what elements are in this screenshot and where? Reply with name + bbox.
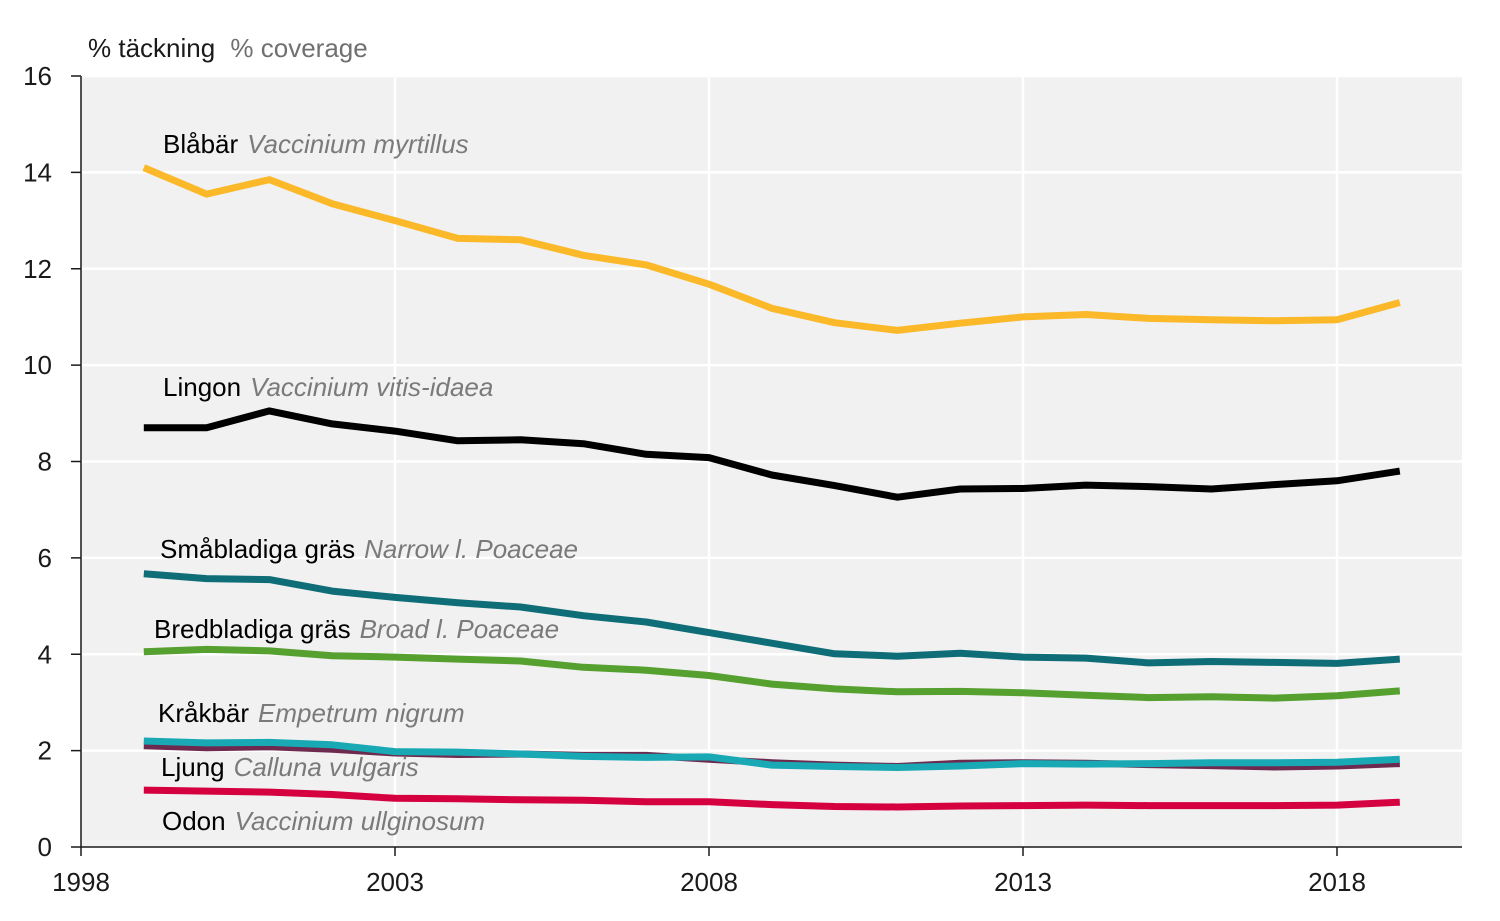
y-tick-label: 4: [38, 639, 52, 669]
series-line-odon: [143, 786, 1400, 811]
y-tick-label: 8: [38, 447, 52, 477]
series-line-bl-b-r: [142, 164, 1401, 334]
y-tick-label: 0: [38, 832, 52, 862]
gridlines: [81, 74, 1462, 847]
series-line-lingon: [143, 407, 1401, 501]
series-name: Bredbladiga gräs: [154, 614, 351, 644]
y-axis-title-sv: % täckning: [88, 33, 215, 63]
series-latin-name: Vaccinium vitis-idaea: [250, 372, 493, 402]
series-label-bredbladiga-gr-s: Bredbladiga gräs Broad l. Poaceae: [154, 614, 559, 644]
x-tick-label: 2018: [1308, 867, 1366, 897]
series-lines: [142, 164, 1401, 811]
x-tick-label: 2008: [680, 867, 738, 897]
series-line-bredbladiga-gr-s: [143, 645, 1401, 702]
series-label-sm-bladiga-gr-s: Småbladiga gräs Narrow l. Poaceae: [160, 534, 578, 564]
series-line-kr-kb-r: [143, 737, 1400, 771]
y-axis-title: % täckning % coverage: [88, 33, 368, 63]
y-tick-label: 16: [23, 61, 52, 91]
series-latin-name: Broad l. Poaceae: [360, 614, 559, 644]
y-tick-label: 12: [23, 254, 52, 284]
series-latin-name: Calluna vulgaris: [234, 752, 419, 782]
series-latin-name: Narrow l. Poaceae: [364, 534, 578, 564]
series-name: Ljung: [161, 752, 225, 782]
y-tick-label: 10: [23, 350, 52, 380]
series-name: Småbladiga gräs: [160, 534, 355, 564]
series-labels: Blåbär Vaccinium myrtillus Lingon Vaccinium…: [154, 129, 578, 836]
series-label-bl-b-r: Blåbär Vaccinium myrtillus: [163, 129, 469, 159]
x-tick-label: 1998: [52, 867, 110, 897]
series-latin-name: Vaccinium myrtillus: [247, 129, 469, 159]
series-latin-name: Empetrum nigrum: [258, 698, 465, 728]
tick-labels: 0 2 4 6 8 10 12 14 16 1998 2003 2008 2013 2018: [23, 61, 1366, 897]
y-tick-label: 14: [23, 157, 52, 187]
series-line-sm-bladiga-gr-s: [143, 570, 1401, 667]
series-label-lingon: Lingon Vaccinium vitis-idaea: [163, 372, 493, 402]
series-name: Blåbär: [163, 129, 238, 159]
y-axis-title-en: % coverage: [230, 33, 367, 63]
series-name: Lingon: [163, 372, 241, 402]
series-latin-name: Vaccinium ullginosum: [235, 806, 485, 836]
series-label-odon: Odon Vaccinium ullginosum: [162, 806, 485, 836]
axes: [71, 75, 1462, 856]
x-tick-label: 2003: [366, 867, 424, 897]
series-name: Kråkbär: [158, 698, 249, 728]
series-label-ljung: Ljung Calluna vulgaris: [161, 752, 419, 782]
y-tick-label: 2: [38, 736, 52, 766]
y-tick-label: 6: [38, 543, 52, 573]
series-label-kr-kb-r: Kråkbär Empetrum nigrum: [158, 698, 465, 728]
x-tick-label: 2013: [994, 867, 1052, 897]
series-name: Odon: [162, 806, 226, 836]
